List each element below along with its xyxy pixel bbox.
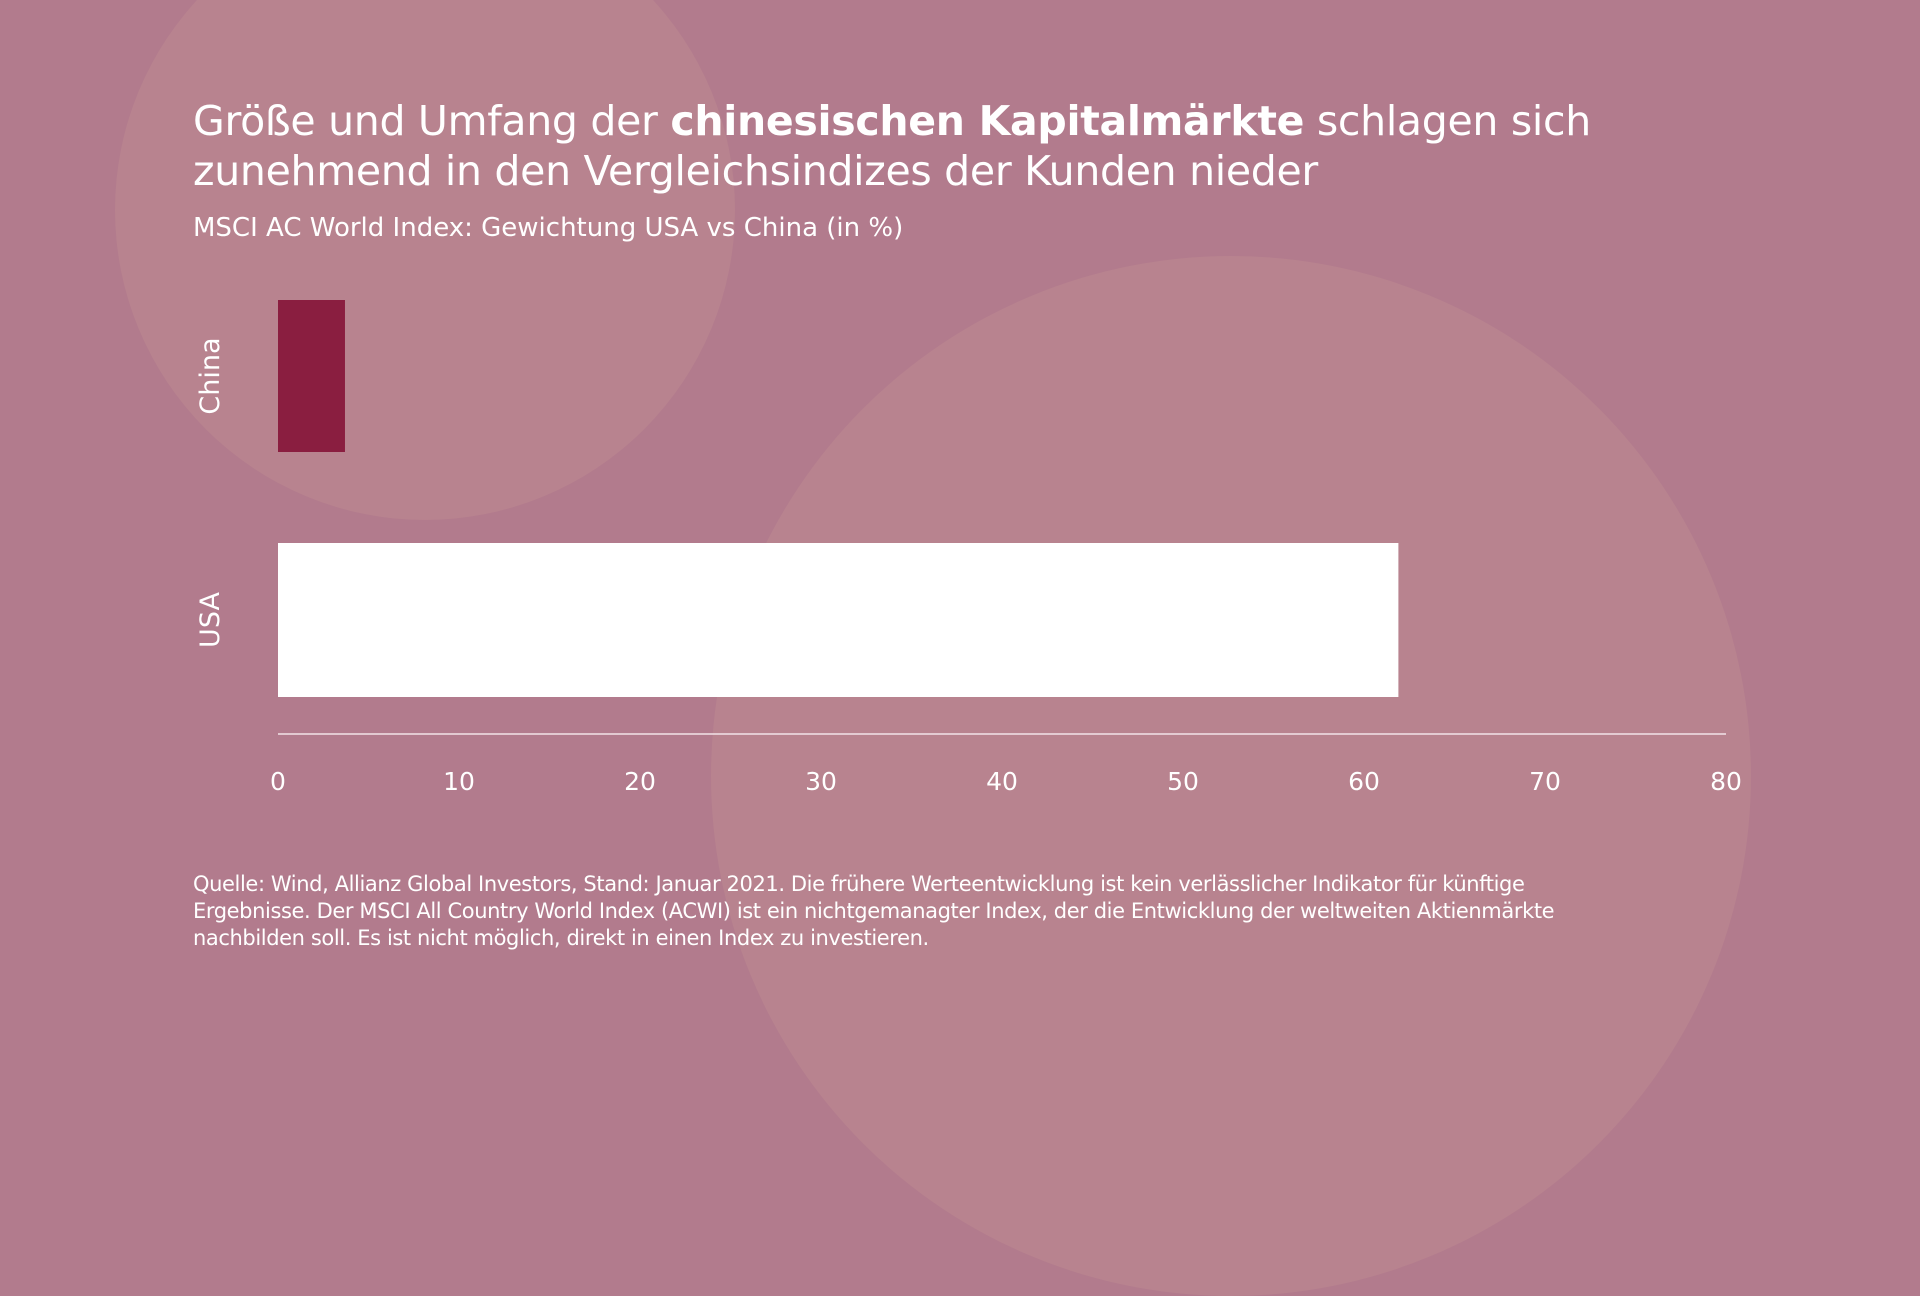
- x-tick-label: 40: [986, 767, 1018, 796]
- footnote-line: Quelle: Wind, Allianz Global Investors, …: [193, 872, 1525, 896]
- footnote: Quelle: Wind, Allianz Global Investors, …: [193, 871, 1555, 952]
- bar-usa: [278, 543, 1399, 697]
- bar-china: [278, 300, 345, 452]
- x-tick-label: 10: [443, 767, 475, 796]
- x-tick-label: 30: [805, 767, 837, 796]
- x-tick-label: 0: [270, 767, 286, 796]
- category-label: China: [195, 337, 226, 414]
- chart-subtitle: MSCI AC World Index: Gewichtung USA vs C…: [193, 213, 904, 243]
- x-tick-label: 80: [1710, 767, 1742, 796]
- chart-title: Größe und Umfang der chinesischen Kapita…: [193, 97, 1591, 195]
- category-label: USA: [195, 592, 226, 648]
- x-tick-label: 50: [1167, 767, 1199, 796]
- x-tick-label: 20: [624, 767, 656, 796]
- x-tick-label: 60: [1348, 767, 1380, 796]
- x-tick-label: 70: [1529, 767, 1561, 796]
- bar-chart: China USA 0 10 20 30 40 50 60 70 80: [195, 300, 1742, 796]
- footnote-line: nachbilden soll. Es ist nicht möglich, d…: [193, 926, 929, 950]
- background-circle: [115, 0, 735, 520]
- footnote-line: Ergebnisse. Der MSCI All Country World I…: [193, 899, 1555, 923]
